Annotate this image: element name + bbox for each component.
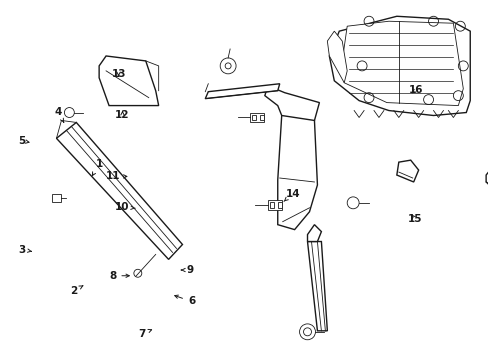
Polygon shape xyxy=(342,21,464,105)
Polygon shape xyxy=(99,56,159,105)
Text: 13: 13 xyxy=(111,68,126,78)
Text: 1: 1 xyxy=(93,159,103,175)
Bar xyxy=(250,113,264,122)
Text: 10: 10 xyxy=(115,202,135,212)
Polygon shape xyxy=(486,135,490,202)
Text: 11: 11 xyxy=(105,171,127,181)
Text: 4: 4 xyxy=(54,107,64,122)
Polygon shape xyxy=(56,122,182,260)
Polygon shape xyxy=(308,242,327,331)
Text: 16: 16 xyxy=(409,85,423,95)
Text: 9: 9 xyxy=(181,265,194,275)
Polygon shape xyxy=(308,225,321,242)
Bar xyxy=(270,202,274,208)
Bar xyxy=(260,114,264,121)
Polygon shape xyxy=(329,16,470,116)
Polygon shape xyxy=(278,99,318,230)
Text: 8: 8 xyxy=(109,271,129,281)
Bar xyxy=(268,200,282,210)
Text: 5: 5 xyxy=(18,136,29,146)
Polygon shape xyxy=(205,84,280,99)
Text: 3: 3 xyxy=(19,245,31,255)
Text: 7: 7 xyxy=(138,329,151,339)
Polygon shape xyxy=(397,160,418,182)
Text: 12: 12 xyxy=(115,110,130,120)
Bar xyxy=(252,114,256,121)
Bar xyxy=(278,202,282,208)
Text: 14: 14 xyxy=(284,189,300,201)
Bar xyxy=(51,194,61,202)
Polygon shape xyxy=(327,31,347,83)
Polygon shape xyxy=(265,86,319,121)
Text: 6: 6 xyxy=(175,295,195,306)
Text: 15: 15 xyxy=(408,214,422,224)
Text: 2: 2 xyxy=(70,286,83,296)
